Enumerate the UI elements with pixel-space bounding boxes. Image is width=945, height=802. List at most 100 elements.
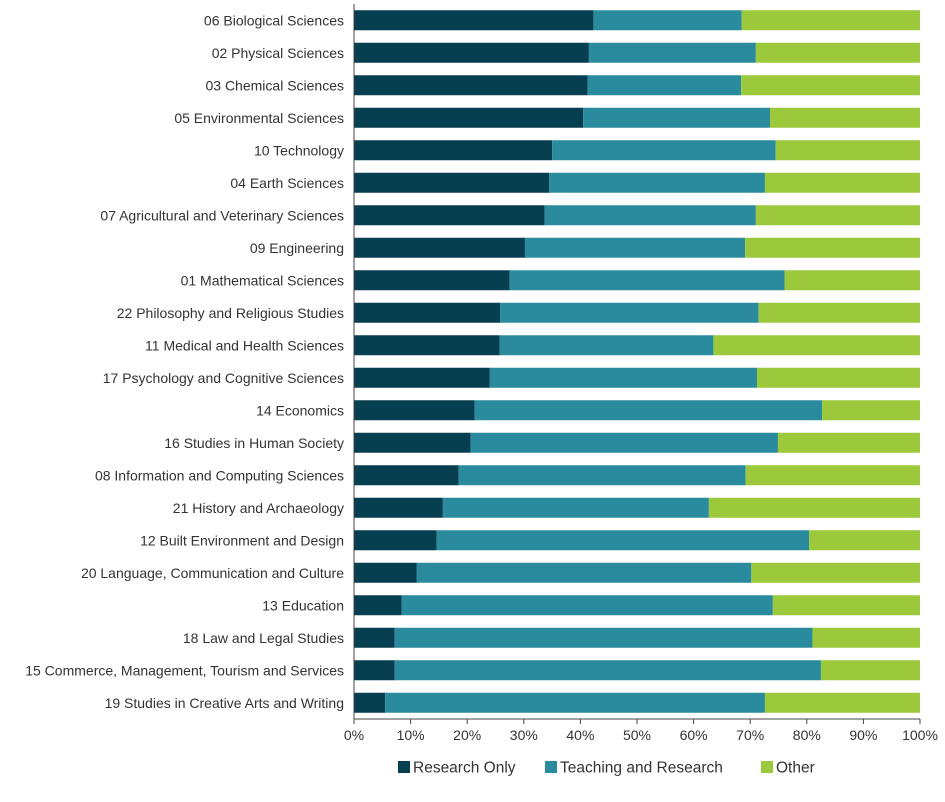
legend-label: Other [776, 760, 815, 777]
category-label: 03 Chemical Sciences [205, 77, 344, 93]
legend-swatch [545, 761, 557, 773]
bar-segment [354, 595, 402, 616]
bar-segment [354, 432, 471, 453]
x-tick-label: 40% [566, 727, 594, 743]
bar-segment [509, 270, 785, 291]
bar-segment [552, 140, 776, 161]
category-label: 20 Language, Communication and Culture [81, 565, 344, 581]
category-label: 21 History and Archaeology [173, 500, 344, 516]
bar-segment [809, 530, 920, 551]
bar-segment [354, 205, 545, 226]
bar-segment [354, 530, 437, 551]
category-label: 15 Commerce, Management, Tourism and Ser… [25, 662, 344, 678]
bar-segment [354, 660, 395, 681]
bar-segment [593, 10, 742, 31]
bar-segment [354, 270, 510, 291]
bar-segment [784, 270, 920, 291]
bar-segment [745, 465, 920, 486]
bar-segment [394, 660, 821, 681]
category-label: 22 Philosophy and Religious Studies [117, 305, 344, 321]
bar-segment [354, 400, 475, 421]
bar-segment [588, 42, 756, 63]
bar-segment [354, 562, 417, 583]
bar-segment [354, 692, 386, 713]
bar-segment [401, 595, 773, 616]
legend-label: Teaching and Research [560, 760, 723, 777]
category-label: 08 Information and Computing Sciences [95, 467, 344, 483]
bar-segment [354, 302, 501, 323]
category-label: 18 Law and Legal Studies [183, 630, 344, 646]
bar-segment [354, 10, 594, 31]
x-tick-label: 80% [793, 727, 821, 743]
bar-segment [500, 302, 759, 323]
bar-segment [354, 335, 500, 356]
bar-segment [764, 692, 920, 713]
bar-segment [354, 465, 459, 486]
category-label: 19 Studies in Creative Arts and Writing [105, 695, 344, 711]
bar-segment [745, 237, 920, 258]
bar-segment [822, 400, 920, 421]
bar-segment [470, 432, 778, 453]
category-label: 02 Physical Sciences [212, 45, 344, 61]
bar-segment [751, 562, 920, 583]
bar-segment [354, 107, 584, 128]
x-tick-label: 50% [623, 727, 651, 743]
category-label: 16 Studies in Human Society [164, 435, 344, 451]
category-label: 04 Earth Sciences [230, 175, 344, 191]
category-label: 09 Engineering [250, 240, 344, 256]
category-label: 06 Biological Sciences [204, 12, 344, 28]
x-tick-label: 60% [680, 727, 708, 743]
bar-segment [820, 660, 920, 681]
legend-swatch [761, 761, 773, 773]
bar-segment [354, 627, 395, 648]
bar-segment [489, 367, 757, 388]
bar-segment [354, 42, 589, 63]
x-tick-label: 0% [344, 727, 364, 743]
bar-segment [755, 205, 920, 226]
bar-segment [544, 205, 756, 226]
bar-segment [354, 497, 443, 518]
category-label: 12 Built Environment and Design [140, 532, 344, 548]
x-tick-label: 10% [397, 727, 425, 743]
bar-segment [758, 302, 920, 323]
x-axis: 0% 10% 20% 30% 40% 50% 60% 70% 80% 90% 100% [344, 4, 938, 743]
bars-layer [354, 10, 920, 713]
category-label: 13 Education [262, 597, 344, 613]
category-label: 14 Economics [256, 402, 344, 418]
bar-segment [385, 692, 765, 713]
bar-segment [583, 107, 771, 128]
bar-segment [549, 172, 765, 193]
bar-segment [756, 367, 920, 388]
bar-segment [812, 627, 920, 648]
bar-segment [354, 75, 588, 96]
category-labels: 06 Biological Sciences 02 Physical Scienc… [25, 12, 344, 711]
x-tick-label: 30% [510, 727, 538, 743]
bar-segment [741, 75, 920, 96]
category-label: 05 Environmental Sciences [174, 110, 344, 126]
bar-segment [764, 172, 920, 193]
bar-segment [775, 140, 920, 161]
bar-segment [354, 140, 553, 161]
bar-segment [755, 42, 920, 63]
category-label: 07 Agricultural and Veterinary Sciences [100, 207, 344, 223]
legend-label: Research Only [413, 760, 516, 777]
bar-segment [741, 10, 920, 31]
legend: Research Only Teaching and Research Other [398, 760, 815, 777]
bar-segment [474, 400, 823, 421]
bar-segment [772, 595, 920, 616]
bar-segment [354, 172, 550, 193]
bar-segment [394, 627, 813, 648]
bar-segment [442, 497, 709, 518]
x-tick-label: 90% [849, 727, 877, 743]
category-label: 10 Technology [254, 142, 344, 158]
x-tick-label: 100% [902, 727, 938, 743]
bar-segment [770, 107, 920, 128]
category-label: 01 Mathematical Sciences [181, 272, 344, 288]
x-tick-label: 70% [736, 727, 764, 743]
bar-segment [354, 237, 525, 258]
legend-swatch [398, 761, 410, 773]
bar-segment [524, 237, 746, 258]
bar-segment [354, 367, 490, 388]
